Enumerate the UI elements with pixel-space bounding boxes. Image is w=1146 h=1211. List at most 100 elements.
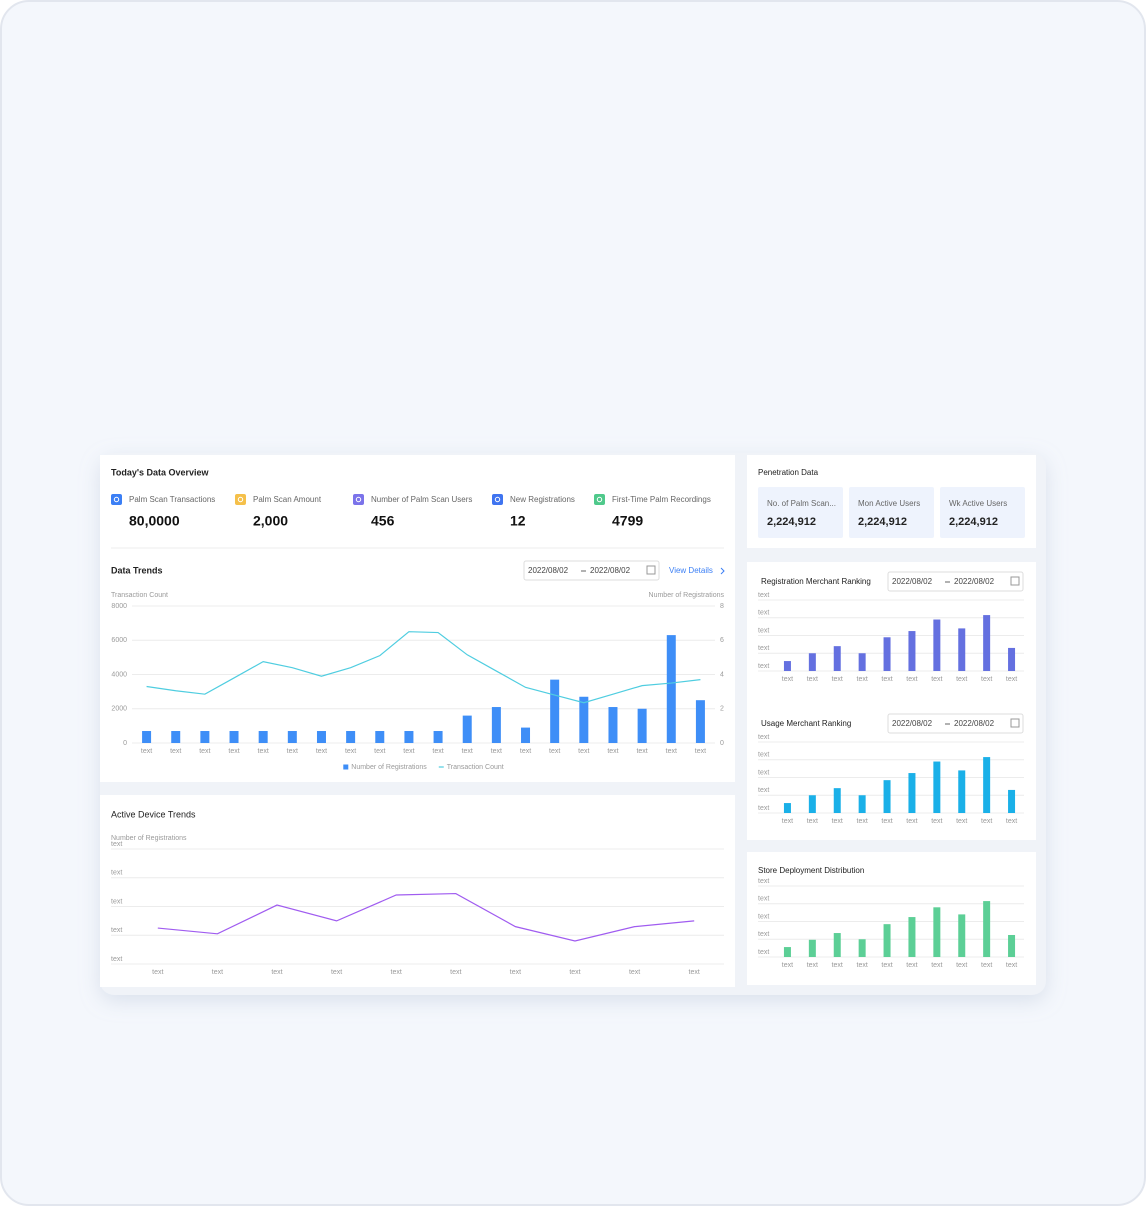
calendar-icon: [1010, 718, 1020, 728]
x-tick-label: text: [857, 818, 868, 825]
y-tick-label: text: [758, 734, 769, 741]
bar: [933, 761, 941, 813]
x-tick-label: text: [549, 748, 560, 755]
x-tick-label: text: [331, 969, 342, 976]
y2-tick-label: 4: [720, 671, 724, 678]
chart-title: Usage Merchant Ranking: [761, 719, 851, 728]
bar: [808, 795, 816, 813]
x-tick-label: text: [832, 962, 843, 969]
bar: [200, 731, 210, 743]
x-tick-label: text: [345, 748, 356, 755]
bar: [933, 619, 941, 671]
overview-title: Today's Data Overview: [111, 467, 210, 477]
x-tick-label: text: [212, 969, 223, 976]
x-tick-label: text: [807, 962, 818, 969]
x-tick-label: text: [578, 748, 589, 755]
stat-card: [849, 487, 934, 538]
y-tick-label: text: [758, 592, 769, 599]
bar: [908, 773, 916, 813]
icon-glyph: [237, 496, 244, 503]
item-value: 12: [510, 513, 526, 529]
x-tick-label: text: [391, 969, 402, 976]
bar: [608, 707, 618, 743]
view-details-link[interactable]: View Details: [669, 566, 713, 575]
x-tick-label: text: [199, 748, 210, 755]
bar: [521, 727, 531, 743]
x-tick-label: text: [906, 818, 917, 825]
x-tick-label: text: [782, 676, 793, 683]
bar: [833, 646, 841, 671]
x-tick-label: text: [906, 676, 917, 683]
x-tick-label: text: [881, 676, 892, 683]
x-tick-label: text: [258, 748, 269, 755]
item-label: Palm Scan Amount: [253, 495, 322, 504]
item-label: New Registrations: [510, 495, 575, 504]
y-tick-label: 2000: [111, 706, 127, 713]
bar: [287, 731, 297, 743]
x-tick-label: text: [782, 818, 793, 825]
y-tick-label: 0: [123, 740, 127, 747]
bar: [171, 731, 181, 743]
bar: [858, 939, 866, 957]
legend-swatch: [343, 764, 349, 770]
bar: [258, 731, 268, 743]
x-tick-label: text: [689, 969, 700, 976]
icon-glyph: [113, 496, 120, 503]
y-tick-label: text: [758, 931, 769, 938]
date-picker[interactable]: [887, 713, 1024, 734]
bar: [1008, 934, 1016, 957]
y-tick-label: text: [111, 870, 122, 877]
date-start: 2022/08/02: [892, 577, 933, 586]
bar: [1008, 647, 1016, 671]
bar: [142, 731, 152, 743]
bar: [579, 696, 589, 743]
x-tick-label: text: [807, 818, 818, 825]
bar: [958, 770, 966, 813]
x-tick-label: text: [462, 748, 473, 755]
line: [146, 631, 701, 704]
x-tick-label: text: [510, 969, 521, 976]
x-tick-label: text: [1006, 818, 1017, 825]
y-tick-label: 8000: [111, 603, 127, 610]
y-tick-label: 6000: [111, 637, 127, 644]
y-tick-label: text: [758, 949, 769, 956]
panel-ranking: [747, 562, 1036, 840]
y-tick-label: text: [758, 913, 769, 920]
bar: [908, 631, 916, 671]
chart-title: Active Device Trends: [111, 809, 196, 819]
stat-label: No. of Palm Scan...: [767, 499, 836, 508]
bar: [833, 933, 841, 957]
x-tick-label: text: [832, 818, 843, 825]
x-tick-label: text: [807, 676, 818, 683]
item-icon: [111, 494, 122, 505]
item-icon: [492, 494, 503, 505]
icon-glyph: [355, 496, 362, 503]
bar: [833, 788, 841, 813]
bar: [375, 731, 385, 743]
x-tick-label: text: [271, 969, 282, 976]
x-tick-label: text: [1006, 962, 1017, 969]
y-axis-label: Number of Registrations: [111, 835, 187, 842]
x-tick-label: text: [629, 969, 640, 976]
bar: [808, 653, 816, 671]
bar: [783, 947, 791, 957]
chart-title: Registration Merchant Ranking: [761, 577, 871, 586]
bar: [346, 731, 356, 743]
y-tick-label: text: [758, 769, 769, 776]
x-tick-label: text: [491, 748, 502, 755]
y-tick-label: text: [111, 927, 122, 934]
date-picker[interactable]: [887, 571, 1024, 592]
bar: [1008, 789, 1016, 813]
bar: [983, 615, 991, 671]
item-label: Number of Palm Scan Users: [371, 495, 472, 504]
line: [157, 892, 695, 942]
date-end: 2022/08/02: [954, 719, 995, 728]
calendar-icon: [1010, 576, 1020, 586]
x-tick-label: text: [956, 962, 967, 969]
bar: [433, 731, 443, 743]
x-tick-label: text: [607, 748, 618, 755]
date-picker[interactable]: [523, 560, 660, 581]
x-tick-label: text: [403, 748, 414, 755]
date-start: 2022/08/02: [892, 719, 933, 728]
y2-tick-label: 8: [720, 603, 724, 610]
